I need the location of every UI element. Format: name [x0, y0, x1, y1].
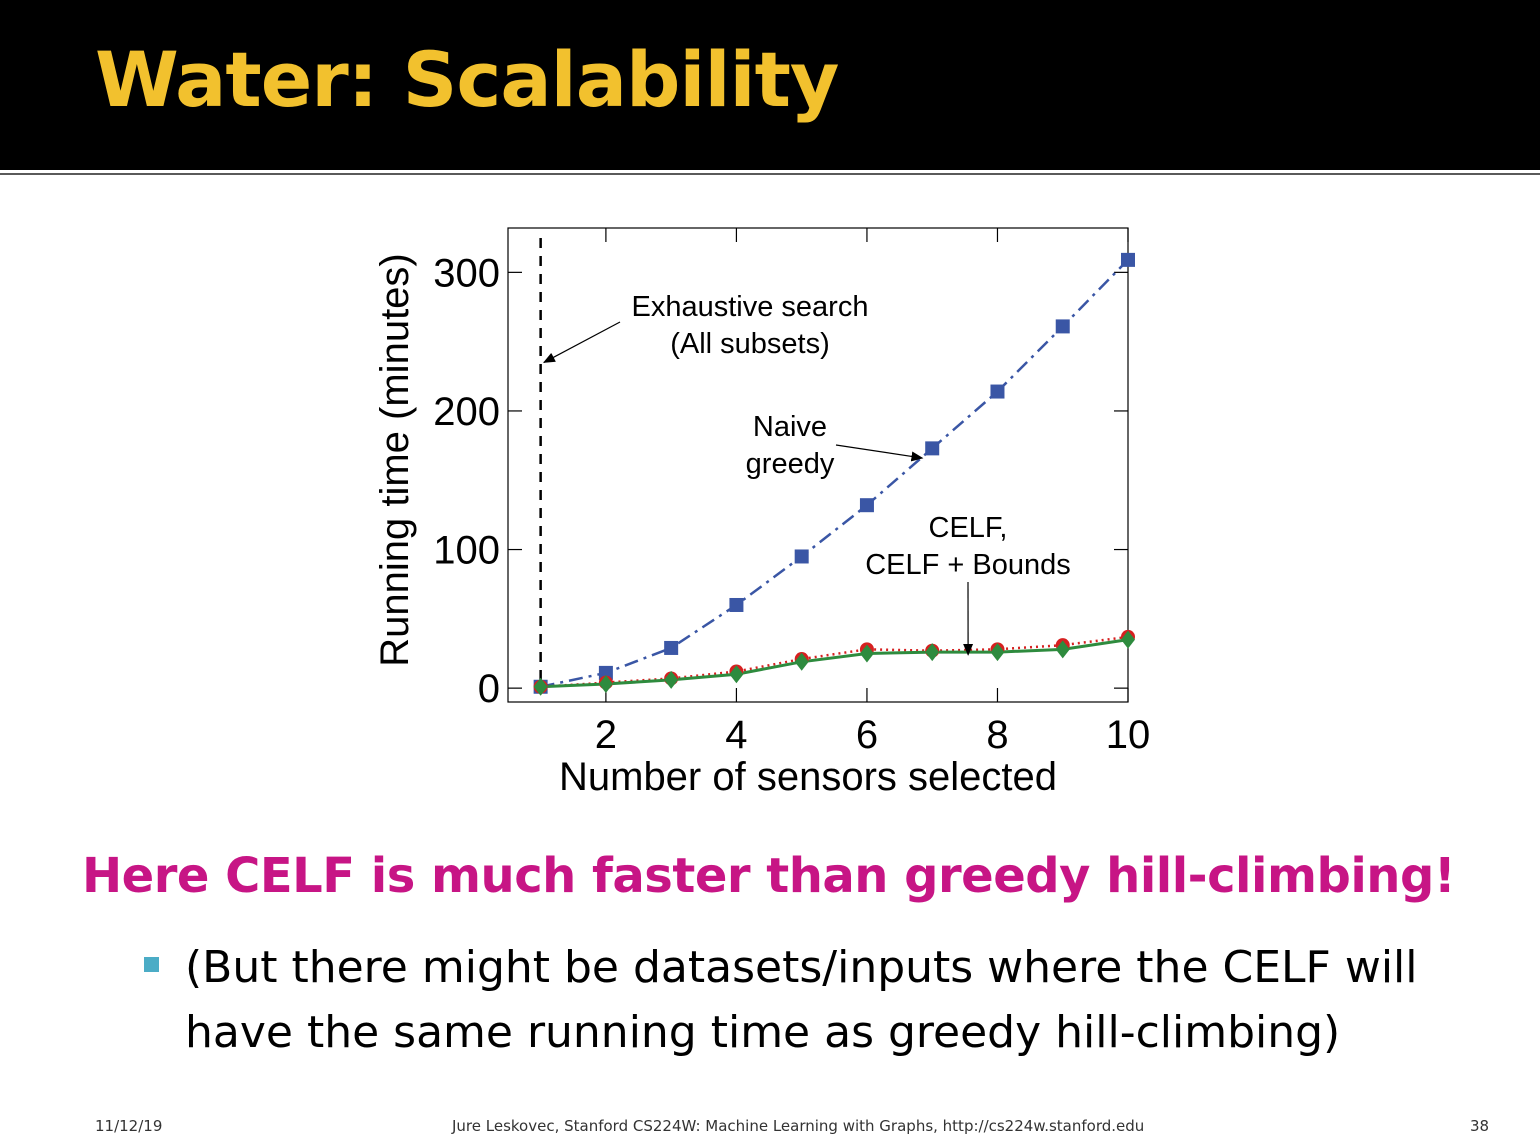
slide-title: Water: Scalability [95, 35, 839, 124]
naive-greedy-point [729, 597, 744, 612]
annotation-label: Naive [753, 411, 827, 443]
x-tick-label: 4 [725, 713, 747, 757]
celf-bounds-point [664, 670, 679, 689]
plot-frame [507, 227, 1129, 703]
footer-credit: Jure Leskovec, Stanford CS224W: Machine … [452, 1117, 1145, 1135]
series-line-circle [540, 635, 1129, 689]
annotation-label: greedy [746, 448, 835, 480]
y-axis-label: Running time (minutes) [373, 253, 417, 667]
celf-bounds-point [925, 643, 940, 662]
footer-page-number: 38 [1470, 1117, 1490, 1135]
y-tick-label: 100 [433, 529, 500, 573]
y-tick-label: 300 [433, 251, 500, 295]
annotation-label: Exhaustive search [632, 291, 869, 323]
header-divider [0, 173, 1540, 175]
annotation-label: CELF + Bounds [865, 549, 1071, 581]
celf-bounds-point [1055, 640, 1070, 659]
naive-greedy-point [1055, 319, 1070, 334]
naive-greedy-point [925, 441, 940, 456]
x-tick-label: 10 [1106, 713, 1151, 757]
y-tick-label: 0 [478, 667, 500, 711]
header-bar [0, 0, 1540, 170]
annotation-arrow [543, 321, 621, 363]
footer-date: 11/12/19 [95, 1117, 163, 1135]
celf-bounds-point [533, 677, 548, 696]
annotation-arrow [835, 444, 924, 462]
bullet-text: (But there might be datasets/inputs wher… [185, 942, 1418, 1058]
celf-bounds-point [598, 674, 613, 693]
x-tick-label: 8 [986, 713, 1008, 757]
series-line-diamond [540, 638, 1129, 689]
x-tick-label: 6 [856, 713, 878, 757]
celf-bounds-point [794, 652, 809, 671]
celf-bounds-point [859, 644, 874, 663]
celf-bounds-point [1121, 630, 1135, 649]
naive-greedy-point [664, 640, 679, 655]
naive-greedy-point [794, 549, 809, 564]
y-tick-label: 200 [433, 390, 500, 434]
slide-headline: Here CELF is much faster than greedy hil… [82, 848, 1456, 904]
x-tick-label: 2 [595, 713, 617, 757]
scalability-chart: 0 100 200 300 2 4 6 8 10 Number of sensors select… [373, 227, 1151, 799]
celf-bounds-point [990, 643, 1005, 662]
naive-greedy-point [859, 498, 874, 513]
x-axis-label: Number of sensors selected [559, 755, 1057, 799]
annotation-label: (All subsets) [670, 328, 830, 360]
celf-bounds-point [729, 665, 744, 684]
bullet-marker [144, 957, 159, 972]
annotation-label: CELF, [929, 512, 1008, 544]
naive-greedy-point [1121, 252, 1135, 267]
naive-greedy-point [990, 384, 1005, 399]
naive-greedy-point [598, 665, 613, 680]
